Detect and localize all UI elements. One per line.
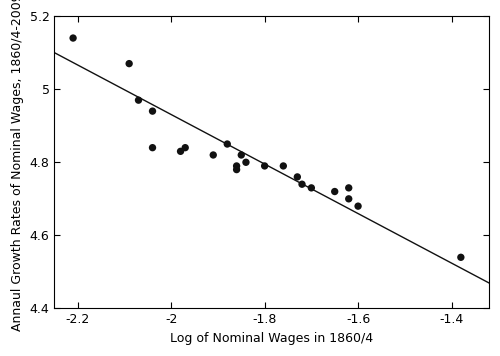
Point — [354, 203, 362, 209]
Point — [344, 196, 352, 202]
Point — [232, 167, 240, 172]
Point — [298, 181, 306, 187]
Point — [209, 152, 217, 158]
Point — [134, 97, 142, 103]
Point — [294, 174, 302, 180]
Point — [125, 61, 133, 67]
Point — [232, 163, 240, 169]
Point — [224, 141, 232, 147]
Point — [181, 145, 189, 151]
Point — [69, 35, 77, 41]
Point — [242, 159, 250, 165]
Point — [148, 108, 156, 114]
Point — [457, 255, 465, 260]
Point — [176, 148, 184, 154]
X-axis label: Log of Nominal Wages in 1860/4: Log of Nominal Wages in 1860/4 — [170, 332, 373, 345]
Y-axis label: Annaul Growth Rates of Nominal Wages, 1860/4-2009: Annaul Growth Rates of Nominal Wages, 18… — [11, 0, 24, 331]
Point — [280, 163, 287, 169]
Point — [308, 185, 316, 191]
Point — [330, 189, 338, 194]
Point — [148, 145, 156, 151]
Point — [344, 185, 352, 191]
Point — [260, 163, 268, 169]
Point — [238, 152, 246, 158]
